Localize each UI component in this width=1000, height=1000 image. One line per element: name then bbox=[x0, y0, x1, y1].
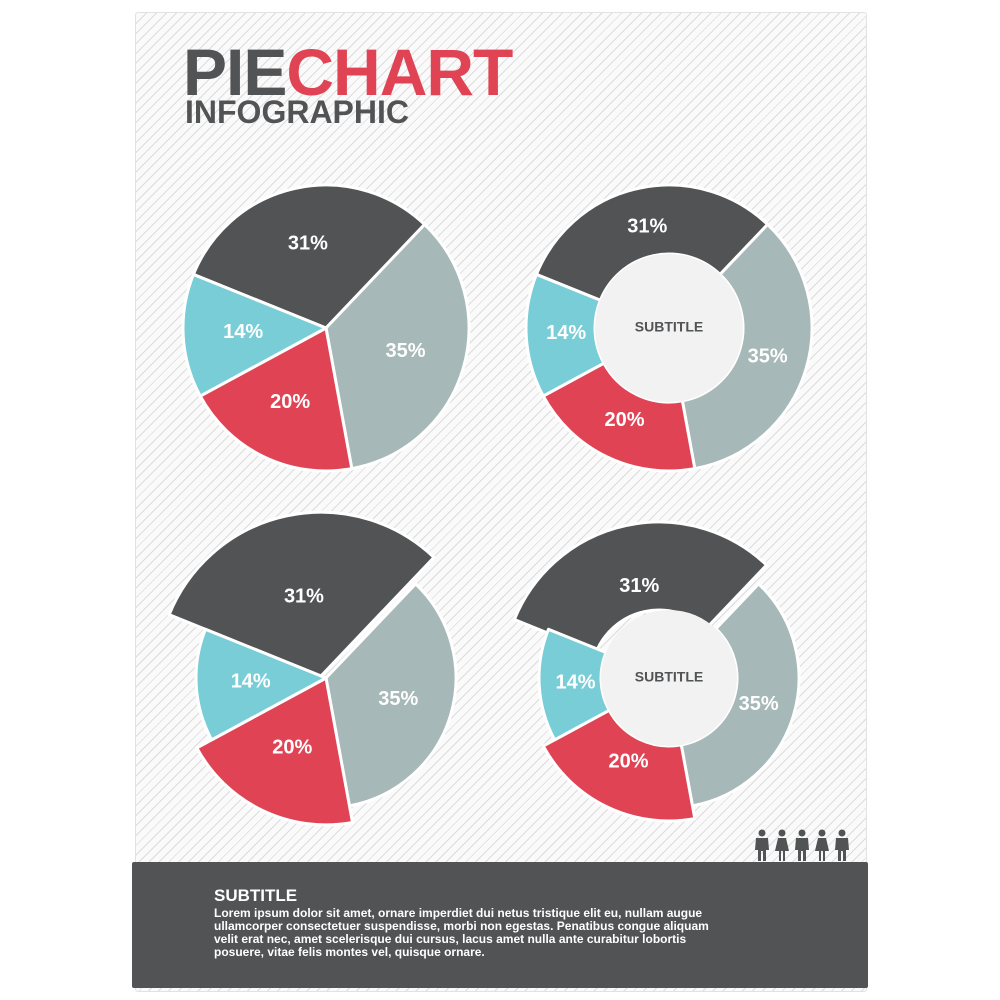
pie-chart-1: 31% 35% 20% 14% bbox=[181, 183, 471, 473]
man-icon bbox=[835, 829, 849, 861]
man-icon bbox=[795, 829, 809, 861]
donut-hole bbox=[601, 610, 737, 746]
pie-chart-4: SUBTITLE 31% 35% 20% 14% bbox=[512, 520, 801, 823]
title-part-chart: CHART bbox=[286, 35, 513, 109]
pie-slice-dark bbox=[167, 510, 436, 678]
page-title: PIECHART bbox=[183, 35, 513, 109]
slice-value-label: 35% bbox=[739, 693, 779, 715]
title-part-pie: PIE bbox=[183, 35, 287, 109]
pie-slice-grey bbox=[324, 222, 471, 471]
slice-value-label: 31% bbox=[627, 216, 667, 238]
slice-value-label: 20% bbox=[609, 751, 649, 773]
slice-value-label: 20% bbox=[604, 409, 644, 431]
pie-chart-3: 31% 35% 20% 14% bbox=[167, 510, 458, 827]
slice-value-label: 14% bbox=[546, 322, 586, 344]
man-icon bbox=[755, 829, 769, 861]
donut-center-label: SUBTITLE bbox=[635, 319, 703, 335]
slice-value-label: 31% bbox=[619, 575, 659, 597]
pie-slice-cyan bbox=[181, 272, 328, 398]
people-icons bbox=[755, 829, 849, 861]
slice-value-label: 35% bbox=[748, 346, 788, 368]
pie-slice-grey bbox=[324, 582, 458, 808]
pie-slice-cyan bbox=[194, 627, 328, 742]
woman-icon bbox=[815, 829, 829, 861]
donut-hole bbox=[595, 254, 743, 402]
pie-chart-2: SUBTITLE 31% 35% 20% 14% bbox=[524, 183, 814, 473]
slice-value-label: 20% bbox=[272, 737, 312, 759]
slice-value-label: 31% bbox=[284, 586, 324, 608]
woman-icon bbox=[775, 829, 789, 861]
slice-value-label: 31% bbox=[288, 232, 328, 254]
slice-value-label: 14% bbox=[223, 321, 263, 343]
footer-title: SUBTITLE bbox=[214, 886, 298, 905]
slice-value-label: 14% bbox=[556, 672, 596, 694]
slice-value-label: 14% bbox=[231, 670, 271, 692]
footer-body-text: Lorem ipsum dolor sit amet, ornare imper… bbox=[214, 906, 709, 959]
slice-value-label: 35% bbox=[378, 688, 418, 710]
pie-slice-red bbox=[195, 676, 355, 827]
slice-value-label: 20% bbox=[270, 391, 310, 413]
pie-slice-dark bbox=[191, 183, 427, 330]
pie-slice-red bbox=[198, 326, 354, 473]
footer-panel: SUBTITLE Lorem ipsum dolor sit amet, orn… bbox=[132, 862, 868, 988]
slice-value-label: 35% bbox=[385, 340, 425, 362]
poster-background bbox=[135, 12, 867, 992]
donut-center-label: SUBTITLE bbox=[635, 669, 703, 685]
page-subtitle: INFOGRAPHIC bbox=[185, 94, 409, 130]
